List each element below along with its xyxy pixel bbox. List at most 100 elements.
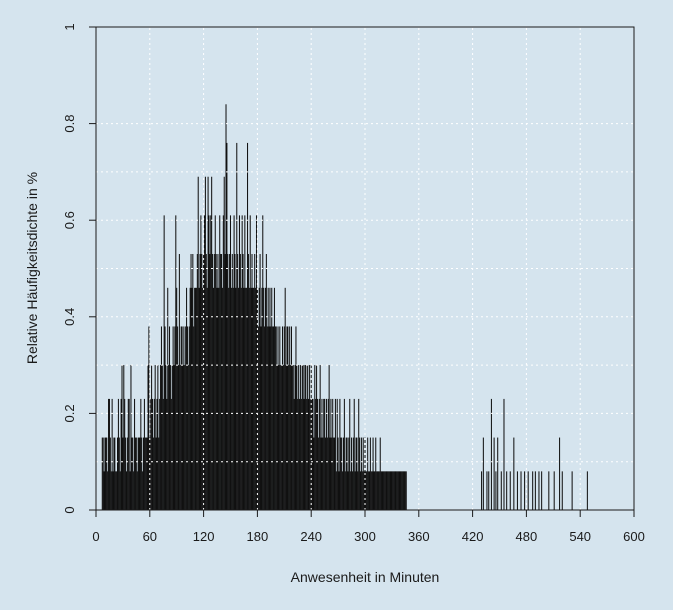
histogram-bar xyxy=(392,471,394,510)
x-axis-title: Anwesenheit in Minuten xyxy=(291,569,440,585)
histogram-bar xyxy=(520,471,522,510)
histogram-bar xyxy=(398,471,400,510)
histogram-bar xyxy=(184,365,186,510)
histogram-bar xyxy=(318,398,320,510)
histogram-bar xyxy=(366,471,368,510)
histogram-bar xyxy=(367,437,369,510)
histogram-bar xyxy=(389,471,391,510)
histogram-bar xyxy=(486,471,488,510)
histogram-bar xyxy=(281,365,283,510)
histogram-bar xyxy=(532,471,534,510)
x-tick-label: 0 xyxy=(92,529,99,544)
histogram-bar xyxy=(125,437,127,510)
histogram-bar xyxy=(354,471,356,510)
histogram-bar xyxy=(334,398,336,510)
histogram-bar xyxy=(297,398,299,510)
histogram-bar xyxy=(345,437,347,510)
x-tick-label: 480 xyxy=(516,529,538,544)
histogram-bar xyxy=(380,471,382,510)
histogram-bar xyxy=(490,398,492,510)
histogram-bar xyxy=(200,215,202,510)
histogram-bar xyxy=(372,437,374,510)
histogram-bar xyxy=(391,471,393,510)
histogram-bar xyxy=(221,287,223,510)
histogram-bar xyxy=(259,254,261,510)
histogram-bar xyxy=(185,326,187,510)
bars-layer xyxy=(101,104,588,511)
histogram-bar xyxy=(181,326,183,510)
histogram-bar xyxy=(229,215,232,510)
histogram-bar xyxy=(397,471,399,510)
histogram-bar xyxy=(351,471,353,510)
histogram-bar xyxy=(273,326,275,510)
histogram-bar xyxy=(182,365,184,510)
histogram-bar xyxy=(339,398,341,510)
histogram-bar xyxy=(360,471,362,510)
histogram-bar xyxy=(325,398,327,510)
histogram-bar xyxy=(117,437,119,510)
histogram-bar xyxy=(327,398,329,510)
histogram-bar xyxy=(174,326,176,510)
histogram-bar xyxy=(313,437,315,510)
histogram-bar xyxy=(301,365,303,510)
histogram-bar xyxy=(289,326,291,510)
histogram-bar xyxy=(314,365,316,510)
histogram-bar xyxy=(249,215,251,510)
histogram-bar xyxy=(335,471,337,510)
histogram-bar xyxy=(312,398,314,510)
histogram-bar xyxy=(239,254,241,510)
histogram-bar xyxy=(158,437,160,510)
histogram-bar xyxy=(246,287,248,510)
histogram-bar xyxy=(173,365,175,510)
histogram-bar xyxy=(150,398,152,510)
histogram-bar xyxy=(317,437,319,510)
histogram-bar xyxy=(548,471,550,510)
histogram-bar xyxy=(208,215,210,510)
histogram-bar xyxy=(370,471,372,510)
histogram-bar xyxy=(176,287,178,510)
histogram-bar xyxy=(116,471,118,510)
histogram-bar xyxy=(167,287,169,510)
histogram-bar xyxy=(299,398,301,510)
histogram-bar xyxy=(253,287,255,510)
histogram-bar xyxy=(541,471,543,510)
histogram-bar xyxy=(267,287,269,510)
histogram-bar xyxy=(358,398,360,510)
histogram-bar xyxy=(123,365,125,510)
histogram-bar xyxy=(171,365,173,510)
histogram-bar xyxy=(291,365,293,510)
histogram-bar xyxy=(205,254,207,510)
histogram-bar xyxy=(399,471,401,510)
histogram-bar xyxy=(117,398,119,510)
histogram-bar xyxy=(316,398,318,510)
x-tick-label: 120 xyxy=(193,529,215,544)
histogram-bar xyxy=(103,471,105,510)
axes-layer: 0 60 120 180 240 300 360 420 480 540 600 0 0.2 0.4 0.6… xyxy=(62,23,645,544)
histogram-bar xyxy=(231,254,233,510)
histogram-bar xyxy=(383,471,385,510)
histogram-bar xyxy=(488,471,490,510)
histogram-bar xyxy=(186,287,188,510)
histogram-bar xyxy=(348,437,350,510)
histogram-bar xyxy=(376,471,378,510)
histogram-bar xyxy=(527,471,529,510)
histogram-bar xyxy=(241,215,243,510)
histogram-bar xyxy=(571,471,573,510)
histogram-bar xyxy=(387,471,389,510)
histogram-bar xyxy=(201,254,203,510)
histogram-bar xyxy=(189,287,191,510)
y-tick-label: 0 xyxy=(62,506,77,513)
histogram-bar xyxy=(357,471,359,510)
histogram-bar xyxy=(169,365,171,510)
histogram-bar xyxy=(114,437,116,510)
histogram-bar xyxy=(155,437,157,510)
histogram-bar xyxy=(226,142,228,511)
histogram-bar xyxy=(278,365,280,510)
histogram-bar xyxy=(329,437,331,510)
histogram-bar xyxy=(104,437,106,510)
histogram-bar xyxy=(279,326,281,510)
histogram-bar xyxy=(269,287,271,510)
histogram-bar xyxy=(270,326,272,510)
histogram-bar xyxy=(341,437,343,510)
histogram-bar xyxy=(255,287,257,510)
